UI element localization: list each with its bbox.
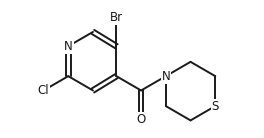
Text: S: S bbox=[211, 100, 219, 113]
Text: Br: Br bbox=[110, 11, 123, 24]
Text: N: N bbox=[64, 40, 73, 53]
Text: Cl: Cl bbox=[38, 84, 49, 97]
Text: N: N bbox=[162, 70, 170, 83]
Text: O: O bbox=[136, 113, 146, 126]
